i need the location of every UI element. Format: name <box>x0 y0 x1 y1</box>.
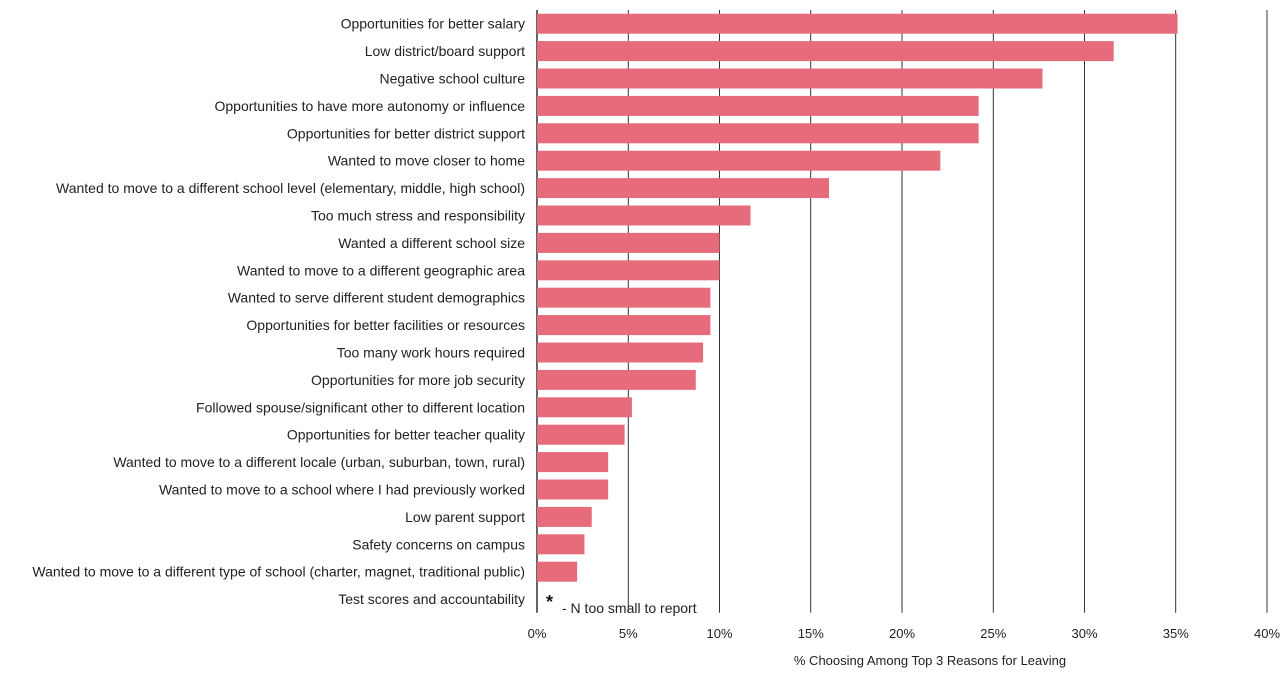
category-label: Wanted to move to a different geographic… <box>237 262 525 278</box>
x-axis-title: % Choosing Among Top 3 Reasons for Leavi… <box>794 653 1066 668</box>
category-label: Too much stress and responsibility <box>311 208 525 224</box>
category-label: Opportunities for better district suppor… <box>287 125 525 141</box>
category-label: Safety concerns on campus <box>352 536 525 552</box>
bar <box>537 68 1043 89</box>
bar <box>537 260 720 281</box>
bar <box>537 369 696 390</box>
x-tick-label: 10% <box>706 626 732 641</box>
bar <box>537 561 578 582</box>
bar <box>537 150 941 171</box>
category-labels: Opportunities for better salary Low distr… <box>32 16 525 607</box>
bar <box>537 205 751 226</box>
x-tick-labels: 0% 5% 10% 15% 20% 25% 30% 35% 40% <box>528 626 1281 641</box>
category-label: Followed spouse/significant other to dif… <box>196 399 525 415</box>
category-label: Opportunities to have more autonomy or i… <box>214 98 525 114</box>
category-label: Opportunities for better facilities or r… <box>246 317 525 333</box>
bar <box>537 506 592 527</box>
bar <box>537 424 625 445</box>
x-tick-label: 20% <box>889 626 915 641</box>
category-label: Low district/board support <box>365 43 525 59</box>
category-label: Wanted a different school size <box>338 235 525 251</box>
x-tick-label: 15% <box>798 626 824 641</box>
bar <box>537 95 979 116</box>
category-label: Negative school culture <box>379 71 525 87</box>
bar <box>537 178 829 199</box>
x-tick-label: 0% <box>528 626 547 641</box>
category-label: Wanted to serve different student demogr… <box>228 290 525 306</box>
annotation-text: - N too small to report <box>562 600 697 616</box>
annotation: * - N too small to report <box>546 592 697 616</box>
bar <box>537 287 711 308</box>
category-label: Wanted to move to a different locale (ur… <box>113 454 525 470</box>
category-label: Wanted to move to a different school lev… <box>56 180 525 196</box>
category-label: Low parent support <box>405 509 525 525</box>
category-label: Wanted to move to a school where I had p… <box>159 482 525 498</box>
bar <box>537 13 1178 34</box>
category-label: Wanted to move to a different type of sc… <box>32 564 525 580</box>
category-label: Opportunities for better teacher quality <box>287 427 525 443</box>
bar <box>537 342 704 363</box>
category-label: Test scores and accountability <box>338 591 525 607</box>
x-tick-label: 30% <box>1071 626 1097 641</box>
x-tick-label: 40% <box>1254 626 1280 641</box>
bar <box>537 479 609 500</box>
bar <box>537 534 585 555</box>
x-tick-label: 25% <box>980 626 1006 641</box>
bar <box>537 452 609 473</box>
category-label: Opportunities for better salary <box>341 16 525 32</box>
bar <box>537 315 711 336</box>
x-tick-label: 5% <box>619 626 638 641</box>
bar <box>537 123 979 144</box>
x-tick-label: 35% <box>1163 626 1189 641</box>
category-label: Opportunities for more job security <box>311 372 525 388</box>
bar <box>537 232 720 253</box>
category-label: Too many work hours required <box>337 345 525 361</box>
bars <box>537 13 1178 582</box>
bar <box>537 41 1114 62</box>
bar <box>537 397 632 418</box>
category-label: Wanted to move closer to home <box>328 153 525 169</box>
annotation-marker: * <box>546 592 553 612</box>
